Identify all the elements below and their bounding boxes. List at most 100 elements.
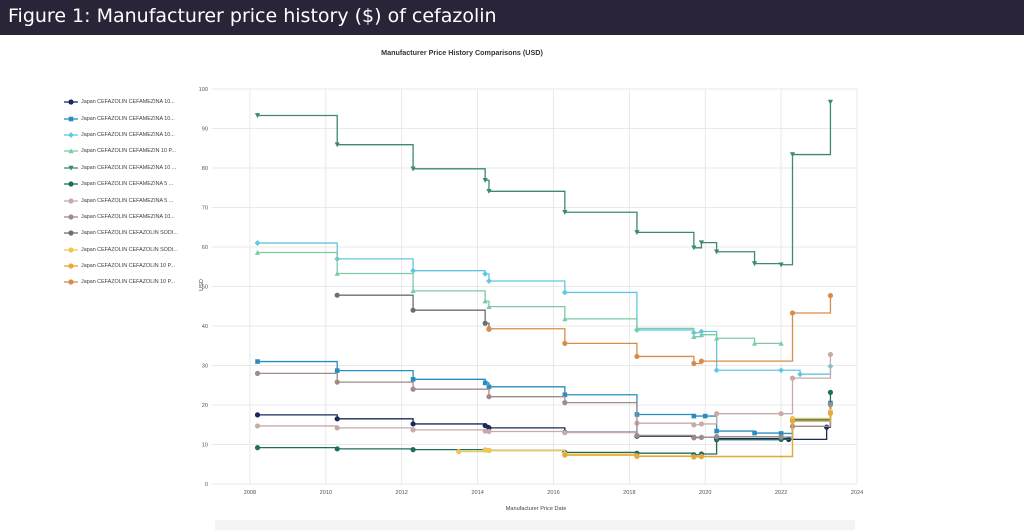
data-point[interactable] — [486, 447, 492, 454]
data-point[interactable] — [751, 261, 758, 267]
data-point[interactable] — [634, 325, 640, 331]
data-point[interactable] — [410, 307, 416, 313]
data-point[interactable] — [482, 447, 488, 453]
legend-item[interactable]: Japan CEFAZOLIN CEFAMEZINA 10... — [64, 94, 178, 110]
data-point[interactable] — [827, 292, 834, 299]
series-line[interactable] — [257, 251, 782, 345]
series-line[interactable] — [257, 392, 832, 456]
series-line[interactable] — [458, 411, 832, 458]
data-point[interactable] — [254, 240, 261, 246]
data-point[interactable] — [482, 422, 488, 429]
data-point[interactable] — [562, 430, 568, 436]
data-point[interactable] — [698, 328, 705, 335]
data-point[interactable] — [334, 368, 340, 373]
data-point[interactable] — [68, 247, 74, 253]
data-point[interactable] — [482, 298, 488, 304]
data-point[interactable] — [827, 99, 834, 105]
data-point[interactable] — [698, 421, 705, 427]
data-point[interactable] — [752, 430, 757, 436]
data-point[interactable] — [254, 423, 261, 429]
data-point[interactable] — [751, 340, 758, 346]
data-point[interactable] — [410, 166, 416, 172]
legend-item[interactable]: Japan CEFAZOLIN CEFAZOLIN SODI... — [64, 225, 178, 241]
data-point[interactable] — [410, 386, 416, 392]
series-line[interactable] — [257, 360, 832, 435]
legend-item[interactable]: Japan CEFAZOLIN CEFAMEZIN 10 P... — [64, 143, 178, 159]
series-line[interactable] — [257, 242, 832, 375]
data-point[interactable] — [334, 292, 340, 298]
data-point[interactable] — [562, 452, 568, 458]
data-point[interactable] — [486, 304, 492, 309]
legend-item[interactable]: Japan CEFAZOLIN CEFAZOLIN 10 P... — [64, 274, 178, 290]
data-point[interactable] — [486, 425, 492, 431]
data-point[interactable] — [778, 340, 784, 346]
data-point[interactable] — [789, 310, 796, 316]
data-point[interactable] — [68, 116, 74, 121]
data-point[interactable] — [254, 445, 261, 451]
data-point[interactable] — [68, 279, 74, 286]
data-point[interactable] — [691, 454, 697, 460]
data-point[interactable] — [789, 152, 796, 158]
data-point[interactable] — [824, 424, 830, 430]
data-point[interactable] — [702, 413, 708, 419]
data-point[interactable] — [334, 379, 340, 385]
legend-item[interactable]: Japan CEFAZOLIN CEFAMEZINA 10... — [64, 127, 178, 143]
data-point[interactable] — [482, 320, 488, 326]
data-point[interactable] — [334, 142, 340, 148]
data-point[interactable] — [562, 209, 568, 215]
data-point[interactable] — [456, 449, 462, 455]
data-point[interactable] — [698, 240, 705, 246]
data-point[interactable] — [68, 197, 74, 204]
data-point[interactable] — [68, 230, 74, 236]
data-point[interactable] — [714, 249, 720, 255]
data-point[interactable] — [68, 214, 74, 220]
legend-item[interactable]: Japan CEFAZOLIN CEFAZOLIN 10 P... — [64, 258, 178, 274]
data-point[interactable] — [255, 359, 260, 364]
data-point[interactable] — [713, 367, 720, 374]
data-point[interactable] — [486, 384, 492, 390]
data-point[interactable] — [562, 392, 568, 398]
data-point[interactable] — [691, 422, 697, 428]
series-line[interactable] — [257, 354, 832, 434]
series-line[interactable] — [337, 294, 490, 330]
legend-item[interactable]: Japan CEFAZOLIN CEFAMEZINA 5 ... — [64, 192, 178, 208]
data-point[interactable] — [334, 425, 340, 431]
data-point[interactable] — [634, 453, 640, 459]
data-point[interactable] — [68, 181, 74, 187]
data-point[interactable] — [634, 353, 640, 360]
legend-item[interactable]: Japan CEFAZOLIN CEFAMEZINA 5 ... — [64, 176, 178, 192]
data-point[interactable] — [562, 340, 568, 346]
data-point[interactable] — [68, 263, 74, 269]
data-point[interactable] — [691, 435, 697, 441]
data-point[interactable] — [410, 421, 416, 427]
data-point[interactable] — [698, 358, 705, 364]
data-point[interactable] — [410, 447, 416, 453]
data-point[interactable] — [778, 262, 784, 268]
data-point[interactable] — [789, 418, 796, 424]
data-point[interactable] — [334, 416, 340, 422]
data-point[interactable] — [410, 267, 416, 274]
data-point[interactable] — [714, 335, 720, 341]
data-point[interactable] — [698, 332, 705, 337]
legend-item[interactable]: Japan CEFAZOLIN CEFAMEZINA 10... — [64, 209, 178, 225]
data-point[interactable] — [68, 148, 74, 154]
data-point[interactable] — [254, 370, 261, 376]
data-point[interactable] — [68, 165, 74, 171]
data-point[interactable] — [691, 360, 697, 367]
data-point[interactable] — [691, 334, 697, 339]
data-point[interactable] — [410, 377, 416, 382]
data-point[interactable] — [482, 270, 489, 277]
data-point[interactable] — [778, 367, 785, 374]
data-point[interactable] — [486, 189, 492, 194]
data-point[interactable] — [714, 411, 720, 417]
data-point[interactable] — [410, 427, 416, 433]
data-point[interactable] — [691, 245, 697, 251]
data-point[interactable] — [334, 446, 340, 452]
legend-item[interactable]: Japan CEFAZOLIN CEFAZOLIN SODI... — [64, 242, 178, 258]
data-point[interactable] — [789, 375, 796, 381]
data-point[interactable] — [482, 428, 488, 434]
data-point[interactable] — [714, 434, 720, 440]
data-point[interactable] — [778, 434, 784, 440]
data-point[interactable] — [486, 326, 492, 332]
data-point[interactable] — [562, 316, 568, 322]
